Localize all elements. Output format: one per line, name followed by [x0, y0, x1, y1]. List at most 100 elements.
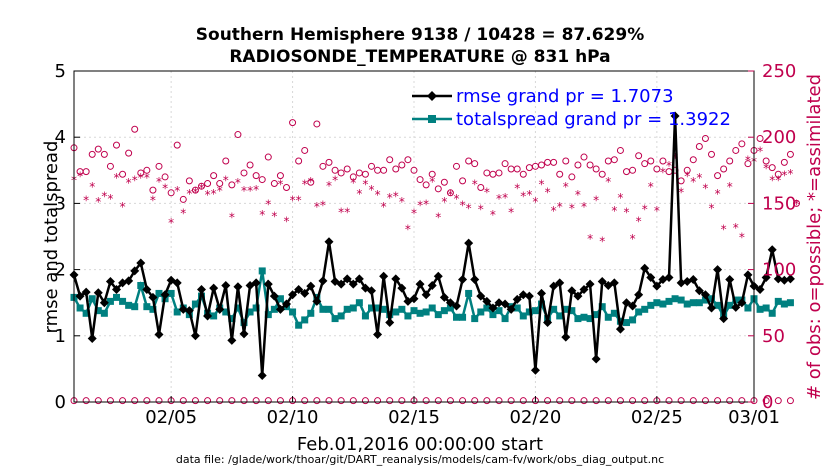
rmse-point [306, 281, 316, 291]
totalspread-point [786, 299, 794, 307]
obs-assimilated-point: * [696, 171, 702, 185]
obs-possible-point [137, 169, 145, 177]
obs-zero-point [179, 397, 187, 405]
totalspread-point [155, 289, 163, 297]
obs-assimilated-point: * [138, 171, 144, 185]
obs-assimilated-point: * [217, 184, 223, 198]
obs-assimilated-point: * [314, 200, 320, 214]
obs-possible-point [155, 162, 163, 170]
rmse-point [761, 273, 771, 283]
obs-possible-point [786, 150, 794, 158]
obs-possible-point [701, 135, 709, 143]
obs-assimilated-point: * [107, 192, 113, 206]
rmse-point [275, 304, 285, 314]
totalspread-point [714, 301, 722, 309]
obs-possible-point [331, 166, 339, 174]
totalspread-point [440, 307, 448, 315]
y-right-tick-label: 150 [762, 193, 796, 214]
obs-assimilated-point: * [787, 167, 793, 181]
obs-zero-point [386, 397, 394, 405]
obs-possible-point [744, 160, 752, 168]
obs-assimilated-point: * [447, 188, 453, 202]
rmse-point [178, 304, 188, 314]
totalspread-point [416, 309, 424, 317]
obs-zero-point [568, 397, 576, 405]
obs-assimilated-point: * [95, 195, 101, 209]
obs-possible-series [70, 119, 800, 405]
obs-assimilated-point: * [684, 170, 690, 184]
obs-assimilated-point: * [563, 180, 569, 194]
rmse-point [415, 279, 425, 289]
totalspread-point [459, 313, 467, 321]
rmse-point [209, 283, 219, 293]
obs-assimilated-point: * [417, 199, 423, 213]
rmse-point [585, 279, 595, 289]
totalspread-point [519, 312, 527, 320]
obs-assimilated-point: * [745, 154, 751, 168]
obs-zero-point [143, 397, 151, 405]
totalspread-point [222, 308, 230, 316]
obs-possible-point [422, 181, 430, 189]
rmse-point [75, 291, 85, 301]
rmse-point [148, 292, 158, 302]
totalspread-point [331, 315, 339, 323]
obs-assimilated-point: * [587, 232, 593, 246]
rmse-point [500, 299, 510, 309]
rmse-point [257, 371, 267, 381]
obs-assimilated-point: * [83, 193, 89, 207]
obs-possible-point [398, 161, 406, 169]
rmse-point [549, 281, 559, 291]
obs-assimilated-point: * [235, 176, 241, 190]
obs-assimilated-point: * [265, 197, 271, 211]
obs-possible-point [610, 156, 618, 164]
obs-assimilated-point: * [794, 197, 800, 211]
rmse-point [221, 280, 231, 290]
y-left-tick-label: 2 [55, 260, 66, 281]
obs-assimilated-point: * [781, 168, 787, 182]
obs-assimilated-point: * [599, 234, 605, 248]
obs-possible-point [708, 150, 715, 158]
obs-possible-point [228, 181, 236, 189]
rmse-point [99, 298, 109, 308]
rmse-point [439, 292, 449, 302]
obs-assimilated-point: * [168, 216, 174, 230]
obs-assimilated-point: * [624, 205, 630, 219]
obs-possible-point [392, 165, 400, 173]
rmse-point [379, 271, 389, 281]
obs-zero-point [689, 397, 697, 405]
obs-possible-point [653, 165, 661, 173]
obs-possible-point [659, 157, 667, 165]
chart-title-line1: Southern Hemisphere 9138 / 10428 = 87.62… [196, 25, 644, 45]
obs-possible-point [161, 173, 169, 181]
totalspread-point [380, 305, 388, 313]
totalspread-point [368, 304, 375, 312]
totalspread-point [173, 308, 181, 316]
obs-zero-point [191, 397, 199, 405]
obs-zero-point [665, 397, 673, 405]
totalspread-point [149, 305, 157, 313]
rmse-series [69, 111, 795, 381]
rmse-point [385, 318, 395, 328]
rmse-point [488, 303, 498, 313]
obs-assimilated-point: * [660, 166, 666, 180]
obs-zero-point [714, 397, 722, 405]
obs-zero-point [738, 397, 746, 405]
obs-possible-point [683, 166, 691, 174]
obs-possible-point [586, 161, 594, 169]
totalspread-point [580, 313, 588, 321]
totalspread-point [428, 304, 436, 312]
rmse-point [482, 296, 492, 306]
totalspread-point [131, 303, 139, 311]
obs-assimilated-point: * [381, 200, 387, 214]
obs-zero-point [446, 397, 454, 405]
obs-possible-point [695, 142, 703, 150]
obs-assimilated-point: * [466, 201, 472, 215]
obs-possible-point [592, 165, 600, 173]
rmse-point [112, 284, 121, 294]
totalspread-point [653, 299, 661, 307]
obs-possible-point [246, 161, 254, 169]
obs-assimilated-point: * [757, 144, 763, 158]
obs-assimilated-point: * [709, 201, 715, 215]
obs-possible-point [768, 164, 776, 172]
obs-zero-point [252, 397, 260, 405]
